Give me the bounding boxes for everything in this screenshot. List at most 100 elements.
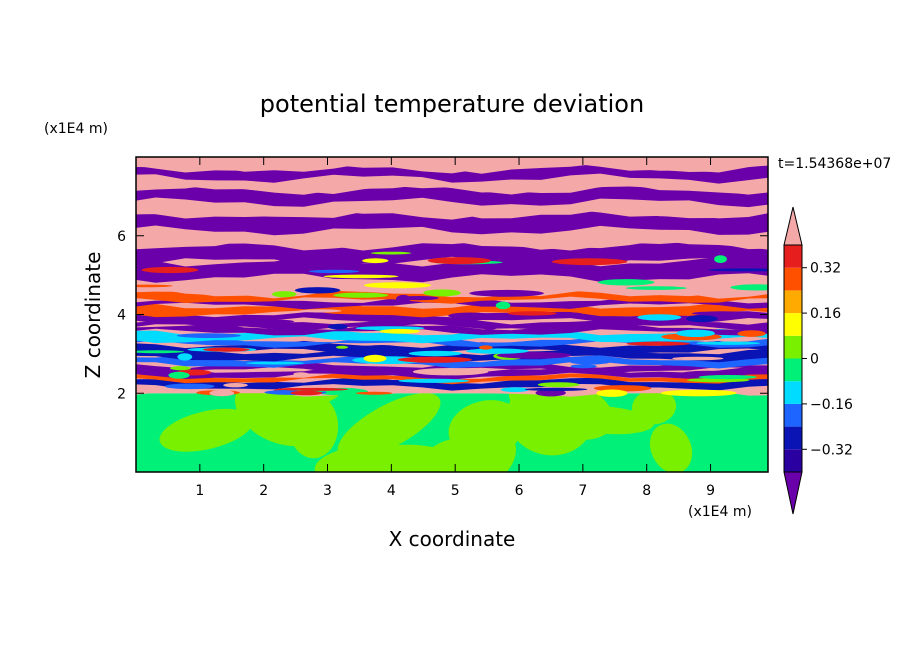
colorbar-under-triangle	[783, 471, 803, 515]
turbulent-streak	[136, 350, 184, 354]
lower-blob	[337, 393, 441, 460]
turbulent-streak	[294, 287, 341, 294]
lower-blob	[526, 408, 619, 442]
x-tick-label: 8	[642, 483, 651, 499]
turbulent-streak	[408, 350, 462, 357]
turbulent-streak	[379, 328, 420, 334]
lower-blob	[288, 394, 339, 459]
lower-blob	[649, 423, 693, 472]
turbulent-streak	[397, 356, 472, 363]
contour-band	[136, 173, 768, 195]
y-tick-label: 6	[117, 229, 126, 245]
turbulent-streak	[355, 391, 393, 395]
turbulent-streak	[507, 311, 557, 316]
turbulent-streak	[625, 286, 687, 290]
turbulent-streak	[596, 389, 628, 397]
colorbar-tick-label: 0	[810, 352, 819, 368]
contour-band	[136, 210, 768, 236]
turbulent-streak	[524, 387, 588, 391]
turbulent-streak	[553, 312, 583, 316]
contour-band	[136, 256, 768, 283]
colorbar-segment	[784, 245, 802, 268]
turbulent-streak	[308, 269, 360, 274]
lower-blob	[159, 408, 254, 452]
turbulent-streak	[177, 353, 193, 361]
turbulent-streak	[293, 372, 309, 376]
colorbar-segment	[784, 358, 802, 382]
colorbar-tick-label: −0.32	[810, 442, 853, 458]
colorbar-over-triangle	[783, 206, 803, 246]
turbulent-streak	[500, 387, 530, 393]
colorbar-segment	[784, 449, 802, 472]
turbulent-streak	[141, 266, 199, 274]
colorbar-segment	[784, 381, 802, 404]
turbulent-streak	[398, 378, 470, 383]
contour-band	[136, 323, 768, 336]
turbulent-streak	[495, 301, 511, 310]
turbulent-streak	[503, 285, 569, 289]
turbulent-streak	[708, 268, 768, 272]
turbulent-streak	[466, 348, 529, 354]
axes: 1 2 3 4 5 6 7 8 9 2 4 6	[117, 156, 769, 499]
turbulent-streak	[370, 251, 412, 255]
contour-band	[136, 297, 768, 310]
colorbar-segment	[784, 267, 802, 291]
x-tick-label: 6	[515, 483, 524, 499]
x-tick-label: 4	[387, 483, 396, 499]
turbulent-streak	[535, 389, 566, 397]
turbulent-streak	[698, 375, 757, 380]
turbulent-streak	[290, 390, 323, 396]
x-axis-label: X coordinate	[389, 527, 516, 551]
turbulent-streak	[164, 383, 215, 390]
turbulent-streak	[333, 292, 389, 298]
x-tick-label: 3	[323, 483, 332, 499]
colorbar-segment	[784, 403, 802, 427]
turbulent-streak	[597, 279, 655, 286]
turbulent-streak	[551, 258, 628, 266]
turbulent-streak	[412, 368, 489, 376]
contour-band	[136, 197, 768, 220]
x-tick-label: 7	[578, 483, 587, 499]
turbulent-streak	[672, 356, 724, 361]
y-tick-label: 2	[117, 386, 126, 402]
y-axis-label: Z coordinate	[81, 252, 105, 379]
turbulent-streak	[176, 333, 241, 338]
colorbar-tick-label: 0.16	[810, 306, 841, 322]
turbulent-streak	[328, 323, 348, 330]
turbulent-streak	[223, 383, 248, 388]
turbulent-streak	[168, 371, 190, 379]
colorbar-segment	[784, 426, 802, 450]
turbulent-streak	[568, 358, 612, 365]
lower-blob	[631, 389, 677, 425]
turbulent-streak	[202, 347, 250, 352]
turbulent-streak	[209, 389, 235, 397]
turbulent-streak	[737, 330, 766, 337]
chart-title: potential temperature deviation	[260, 90, 644, 118]
turbulent-streak	[423, 289, 461, 297]
turbulent-streak	[481, 322, 499, 330]
turbulent-streak	[676, 329, 715, 337]
x-tick-label: 9	[706, 483, 715, 499]
turbulent-streak	[361, 345, 402, 352]
turbulent-streak	[626, 341, 690, 346]
turbulent-streak	[282, 387, 349, 391]
turbulent-streak	[335, 345, 349, 349]
turbulent-streak	[323, 274, 399, 279]
time-label: t=1.54368e+07	[778, 156, 891, 172]
turbulent-streak	[363, 354, 387, 363]
contour-band	[136, 373, 768, 385]
turbulent-streak	[730, 284, 768, 291]
turbulent-streak	[448, 312, 493, 319]
turbulent-streak	[570, 364, 597, 369]
turbulent-streak	[170, 366, 191, 371]
x-tick-label: 2	[259, 483, 268, 499]
turbulent-streak	[496, 351, 572, 359]
colorbar-tick-label: −0.16	[810, 397, 853, 413]
turbulent-streak	[251, 319, 295, 324]
turbulent-streak	[398, 296, 439, 301]
turbulent-streak	[537, 382, 580, 388]
turbulent-streak	[362, 258, 389, 264]
colorbar-segment	[784, 335, 802, 359]
turbulent-streak	[267, 282, 292, 288]
